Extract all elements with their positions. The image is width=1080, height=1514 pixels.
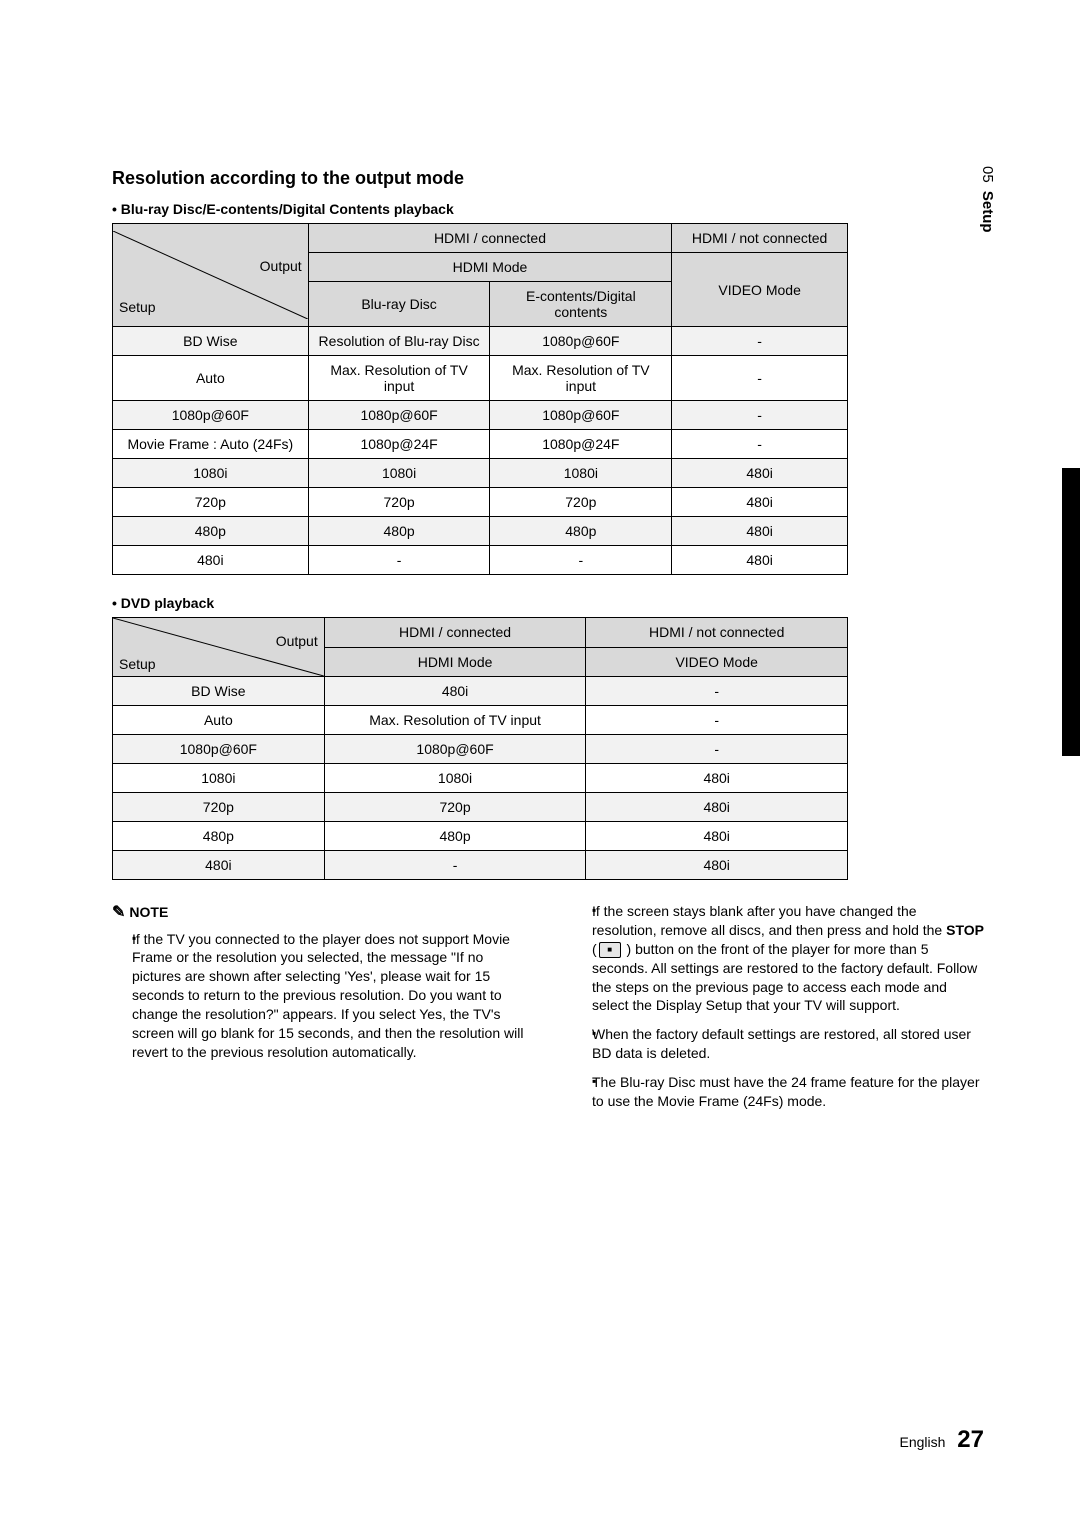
table1-hdr-video-mode: VIDEO Mode	[672, 253, 848, 327]
table1-row-econ: Max. Resolution of TV input	[490, 356, 672, 401]
table1-hdr-econtents: E-contents/Digital contents	[490, 282, 672, 327]
table1-row-video: -	[672, 430, 848, 459]
table1-row-econ: 1080p@24F	[490, 430, 672, 459]
table2-hdr-video-mode: VIDEO Mode	[586, 647, 848, 677]
table1-row-setup: 480i	[113, 546, 309, 575]
note-label-text: NOTE	[129, 904, 168, 920]
resolution-table-bluray: Output Setup HDMI / connected HDMI / not…	[112, 223, 848, 575]
note-bullet: ▪ If the TV you connected to the player …	[112, 930, 524, 1062]
table1-hdr-hdmi-mode: HDMI Mode	[308, 253, 672, 282]
table1-row-econ: 1080i	[490, 459, 672, 488]
table1-row-setup: 720p	[113, 488, 309, 517]
table2-hdr-hdmi-not-connected: HDMI / not connected	[586, 618, 848, 648]
table1-diag-output: Output	[260, 258, 302, 274]
table1-row-bluray: 1080p@60F	[308, 401, 490, 430]
table2-caption: • DVD playback	[112, 595, 984, 611]
resolution-table-dvd: Output Setup HDMI / connected HDMI / not…	[112, 617, 848, 880]
table1-hdr-bluray: Blu-ray Disc	[308, 282, 490, 327]
bullet-icon: ▪	[572, 1025, 592, 1063]
bullet-icon: ▪	[112, 930, 132, 1062]
table2-row-setup: 1080p@60F	[113, 735, 325, 764]
table1-row-bluray: 1080p@24F	[308, 430, 490, 459]
table1-hdr-hdmi-not-connected: HDMI / not connected	[672, 224, 848, 253]
table2-diag-output: Output	[276, 633, 318, 649]
table1-diag-setup: Setup	[119, 299, 156, 315]
table1-row-econ: -	[490, 546, 672, 575]
table1-row-econ: 720p	[490, 488, 672, 517]
note-bullet: ▪ The Blu-ray Disc must have the 24 fram…	[572, 1073, 984, 1111]
table1-row-video: 480i	[672, 517, 848, 546]
table1-row-bluray: 480p	[308, 517, 490, 546]
table1-row-bluray: 1080i	[308, 459, 490, 488]
table2-hdr-hdmi-connected: HDMI / connected	[324, 618, 586, 648]
table1-row-video: -	[672, 356, 848, 401]
table1-row-setup: 1080i	[113, 459, 309, 488]
table2-row-video: 480i	[586, 822, 848, 851]
table1-row-bluray: Resolution of Blu-ray Disc	[308, 327, 490, 356]
chapter-name: Setup	[979, 191, 996, 233]
table2-row-video: 480i	[586, 851, 848, 880]
table2-hdr-hdmi-mode: HDMI Mode	[324, 647, 586, 677]
note-bullet: ▪ If the screen stays blank after you ha…	[572, 902, 984, 1015]
table1-row-video: 480i	[672, 488, 848, 517]
table1-row-econ: 1080p@60F	[490, 401, 672, 430]
table1-row-bluray: 720p	[308, 488, 490, 517]
table1-row-econ: 480p	[490, 517, 672, 546]
table1-row-setup: 480p	[113, 517, 309, 546]
note-text: The Blu-ray Disc must have the 24 frame …	[592, 1073, 984, 1111]
table1-caption: • Blu-ray Disc/E-contents/Digital Conten…	[112, 201, 984, 217]
table1-row-setup: Movie Frame : Auto (24Fs)	[113, 430, 309, 459]
table1-row-setup: 1080p@60F	[113, 401, 309, 430]
thumb-tab	[1062, 468, 1080, 756]
notes-section: ✎NOTE ▪ If the TV you connected to the p…	[112, 902, 984, 1121]
note-text: When the factory default settings are re…	[592, 1025, 984, 1063]
table1-hdr-hdmi-connected: HDMI / connected	[308, 224, 672, 253]
table2-row-setup: Auto	[113, 706, 325, 735]
table2-row-hdmi: Max. Resolution of TV input	[324, 706, 586, 735]
section-title: Resolution according to the output mode	[112, 168, 984, 189]
table2-row-hdmi: 1080i	[324, 764, 586, 793]
table1-row-video: -	[672, 401, 848, 430]
note-heading: ✎NOTE	[112, 902, 524, 924]
note-icon: ✎	[112, 902, 125, 924]
table2-row-video: 480i	[586, 793, 848, 822]
table2-row-video: -	[586, 735, 848, 764]
table1-row-video: 480i	[672, 546, 848, 575]
table2-row-hdmi: 720p	[324, 793, 586, 822]
table2-row-setup: BD Wise	[113, 677, 325, 706]
table2-row-hdmi: 480i	[324, 677, 586, 706]
bullet-icon: ▪	[572, 1073, 592, 1111]
chapter-number: 05	[979, 166, 996, 183]
bullet-icon: ▪	[572, 902, 592, 1015]
table1-row-video: -	[672, 327, 848, 356]
table2-row-setup: 480i	[113, 851, 325, 880]
table2-row-hdmi: 1080p@60F	[324, 735, 586, 764]
table2-row-hdmi: -	[324, 851, 586, 880]
table2-row-video: -	[586, 677, 848, 706]
table2-row-hdmi: 480p	[324, 822, 586, 851]
note-text: If the TV you connected to the player do…	[132, 930, 524, 1062]
table2-diag-setup: Setup	[119, 656, 156, 672]
table1-row-setup: BD Wise	[113, 327, 309, 356]
table2-row-setup: 720p	[113, 793, 325, 822]
stop-button-icon: ■	[599, 942, 621, 958]
table1-row-bluray: -	[308, 546, 490, 575]
table2-row-setup: 1080i	[113, 764, 325, 793]
table2-row-video: -	[586, 706, 848, 735]
footer-page-number: 27	[957, 1426, 984, 1453]
table1-row-econ: 1080p@60F	[490, 327, 672, 356]
chapter-side-tab: 05 Setup	[979, 166, 996, 233]
page-footer: English 27	[899, 1426, 984, 1454]
table1-row-video: 480i	[672, 459, 848, 488]
table2-row-setup: 480p	[113, 822, 325, 851]
note-bullet: ▪ When the factory default settings are …	[572, 1025, 984, 1063]
table1-row-setup: Auto	[113, 356, 309, 401]
footer-language: English	[899, 1434, 945, 1450]
table2-row-video: 480i	[586, 764, 848, 793]
note-text: If the screen stays blank after you have…	[592, 902, 984, 1015]
table1-row-bluray: Max. Resolution of TV input	[308, 356, 490, 401]
